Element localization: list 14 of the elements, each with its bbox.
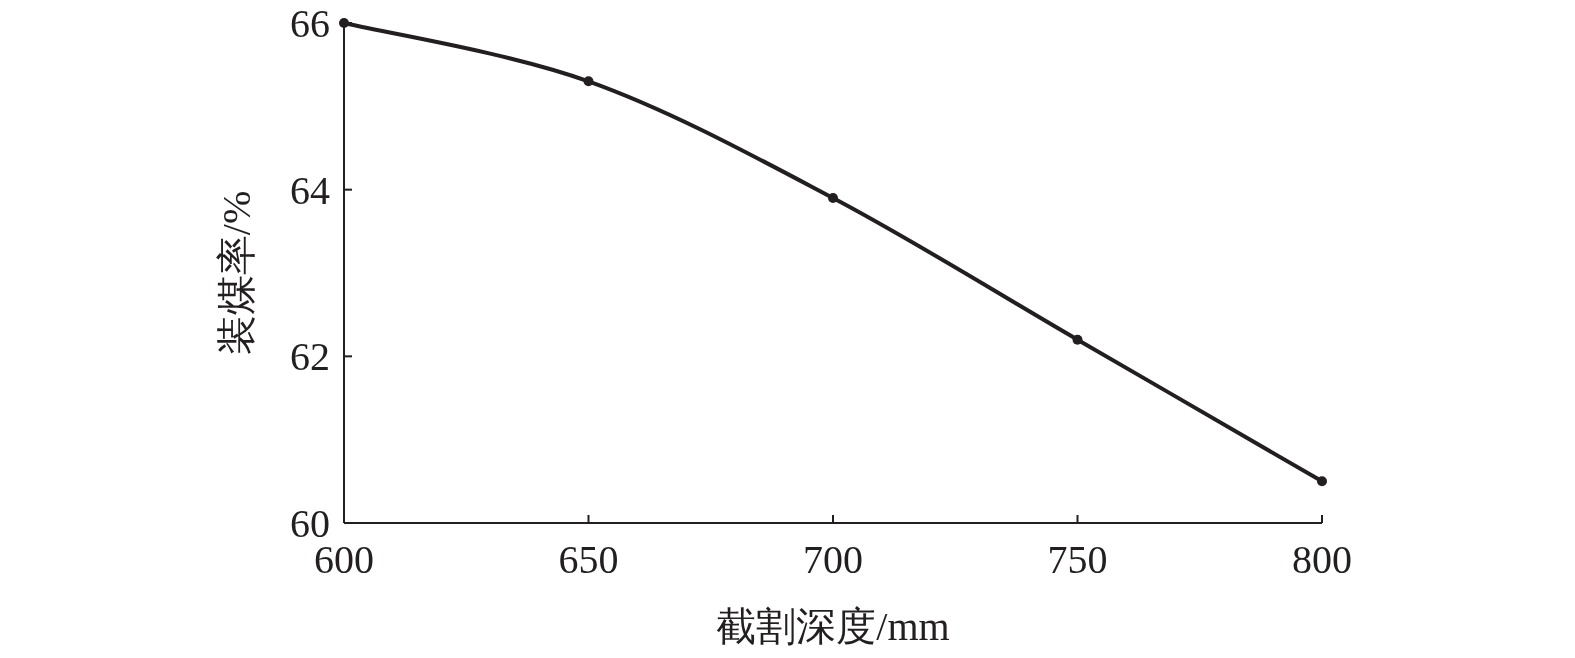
y-tick-label: 64 <box>290 167 330 213</box>
point <box>583 76 594 87</box>
y-axis-title: 装煤率/% <box>214 190 259 356</box>
x-tick-label: 800 <box>1292 537 1352 582</box>
point <box>828 193 838 203</box>
point <box>339 18 349 28</box>
x-axis-title: 截割深度/mm <box>716 604 950 649</box>
y-tick-label: 62 <box>290 334 330 380</box>
point <box>1072 334 1083 345</box>
point <box>1317 476 1327 487</box>
y-tick-label: 66 <box>290 1 330 46</box>
x-tick-label: 700 <box>803 537 863 582</box>
x-tick-label: 750 <box>1047 537 1108 582</box>
x-tick-label: 650 <box>558 537 619 582</box>
